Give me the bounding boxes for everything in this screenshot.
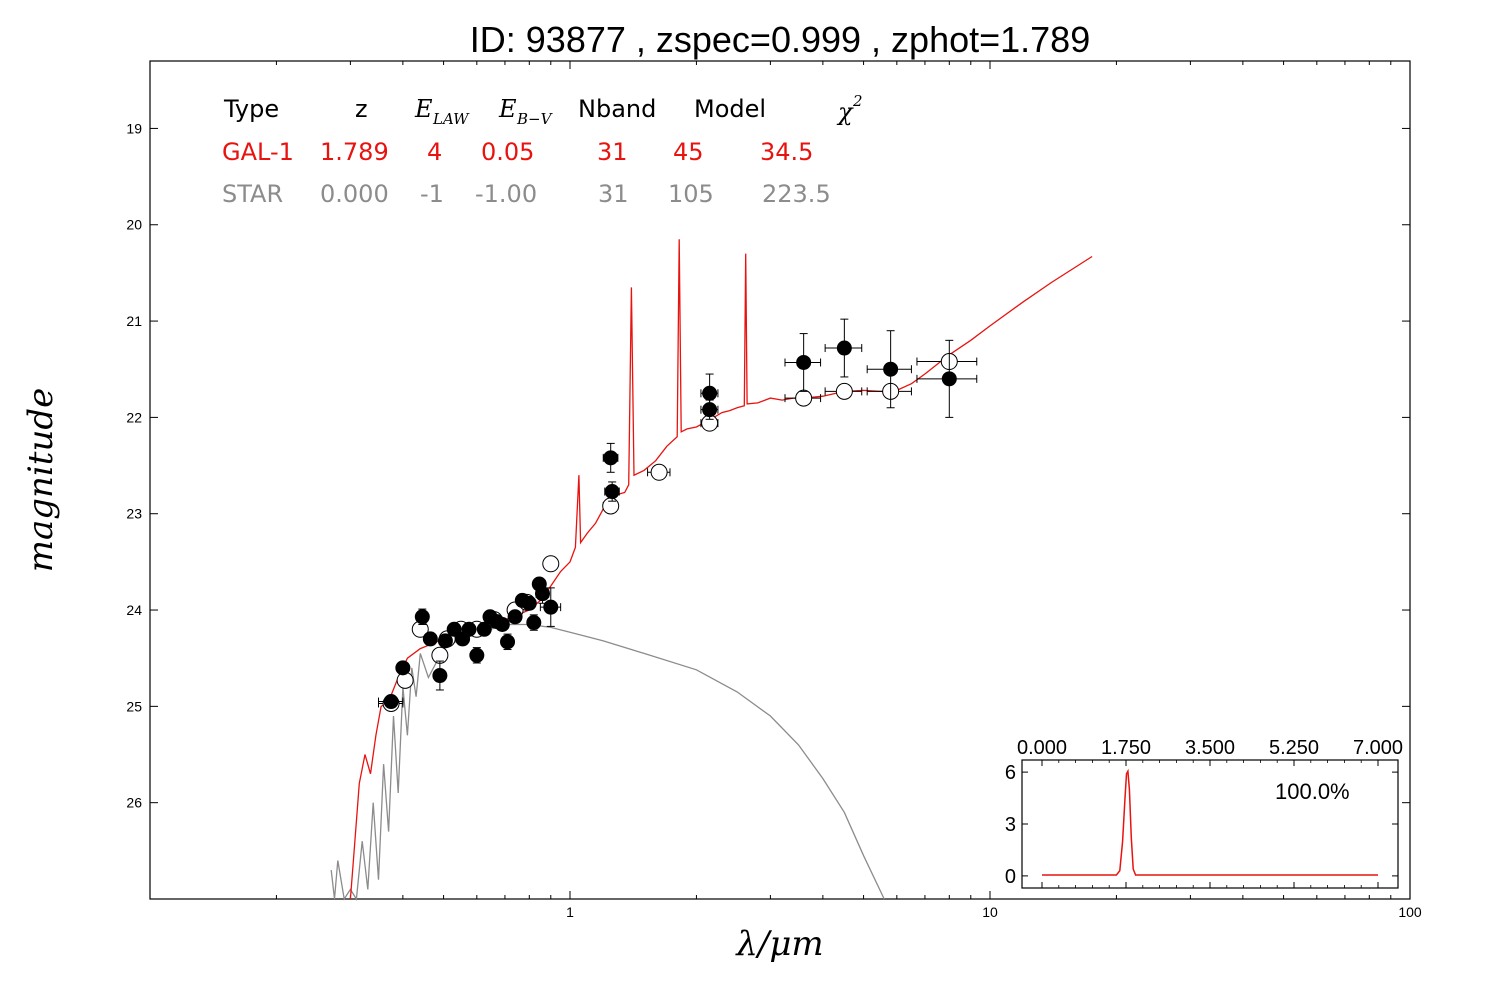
col-header-model: Model <box>694 95 766 123</box>
star-sed-line <box>330 623 885 901</box>
observed-point <box>494 616 510 632</box>
inset-x-tick-label: 3.500 <box>1185 737 1235 759</box>
svg-text:2: 2 <box>852 92 863 110</box>
gal-ebv: 0.05 <box>481 138 534 166</box>
pdz-line <box>1042 768 1378 876</box>
col-header-ebv: E B−V <box>498 95 554 128</box>
sed-curves <box>330 239 1093 901</box>
inset-x-tick-label: 0.000 <box>1017 737 1067 759</box>
observed-point <box>521 595 537 611</box>
fit-table: Type z E LAW E B−V Nband Model χ 2 GAL-1… <box>222 92 863 208</box>
photometry-points <box>378 318 978 712</box>
y-tick-label: 20 <box>126 217 142 233</box>
star-elaw: -1 <box>420 180 444 208</box>
x-axis-label: λ/μm <box>734 924 823 964</box>
model-point <box>542 555 560 573</box>
x-tick-label: 1 <box>566 904 574 920</box>
chart-title: ID: 93877 , zspec=0.999 , zphot=1.789 <box>470 19 1090 60</box>
inset-y-tick-label: 0 <box>1005 866 1016 888</box>
gal-nband: 31 <box>597 138 628 166</box>
x-ticks: 1 10 100 <box>275 61 1422 920</box>
observed-point <box>422 631 438 647</box>
y-tick-label: 21 <box>126 313 142 329</box>
observed-point <box>469 647 485 663</box>
svg-text:χ: χ <box>836 98 854 126</box>
star-z: 0.000 <box>320 180 389 208</box>
inset-frame <box>1021 759 1399 889</box>
y-tick-label: 25 <box>126 698 142 714</box>
model-point <box>602 497 620 515</box>
inset-x-tick-label: 5.250 <box>1269 737 1319 759</box>
plot-frame <box>149 60 1411 900</box>
model-point <box>650 463 668 481</box>
gal-type: GAL-1 <box>222 138 294 166</box>
observed-point <box>526 615 542 631</box>
observed-point <box>702 385 718 401</box>
observed-point <box>500 634 516 650</box>
star-type: STAR <box>222 180 283 208</box>
col-header-type: Type <box>223 95 279 123</box>
observed-point <box>446 621 462 637</box>
col-header-z: z <box>355 95 368 123</box>
gal-z: 1.789 <box>320 138 389 166</box>
gal-model: 45 <box>673 138 704 166</box>
observed-point <box>796 354 812 370</box>
svg-text:E: E <box>414 95 433 123</box>
observed-point <box>604 484 620 500</box>
y-axis-label: magnitude <box>21 388 61 573</box>
gal-elaw: 4 <box>427 138 442 166</box>
model-point <box>795 389 813 407</box>
observed-point <box>432 668 448 684</box>
observed-point <box>476 621 492 637</box>
inset-y-tick-label: 3 <box>1005 814 1016 836</box>
y-tick-label: 26 <box>126 795 142 811</box>
observed-point <box>836 340 852 356</box>
svg-text:E: E <box>498 95 517 123</box>
inset-curve <box>1042 768 1378 876</box>
observed-point <box>383 694 399 710</box>
observed-point <box>883 361 899 377</box>
pdz-inset: 0.000 1.750 3.500 5.250 7.000 6 3 0 100.0% <box>1005 737 1403 889</box>
star-nband: 31 <box>598 180 629 208</box>
svg-text:LAW: LAW <box>432 110 470 128</box>
inset-x-tick-label: 1.750 <box>1101 737 1151 759</box>
star-model: 105 <box>668 180 714 208</box>
model-point <box>835 382 853 400</box>
inset-y-tick-label: 6 <box>1005 762 1016 784</box>
y-tick-label: 24 <box>126 602 142 618</box>
observed-point <box>507 609 523 625</box>
observed-point <box>461 621 477 637</box>
galaxy-sed-line <box>349 239 1093 900</box>
inset-probability-label: 100.0% <box>1275 779 1350 804</box>
observed-point <box>437 633 453 649</box>
y-ticks: 19 20 21 22 23 24 25 26 <box>126 120 1410 811</box>
col-header-elaw: E LAW <box>414 95 470 128</box>
observed-point <box>702 402 718 418</box>
y-tick-label: 22 <box>126 409 142 425</box>
observed-point <box>395 660 411 676</box>
inset-x-tick-label: 7.000 <box>1353 737 1403 759</box>
svg-text:B−V: B−V <box>516 110 554 128</box>
y-tick-label: 23 <box>126 506 142 522</box>
observed-point <box>603 450 619 466</box>
star-ebv: -1.00 <box>475 180 537 208</box>
y-tick-label: 19 <box>126 120 142 136</box>
col-header-nband: Nband <box>578 95 656 123</box>
observed-point <box>534 586 550 602</box>
x-tick-label: 10 <box>982 904 998 920</box>
gal-chi2: 34.5 <box>760 138 813 166</box>
inset-ticks: 0.000 1.750 3.500 5.250 7.000 6 3 0 <box>1005 737 1403 888</box>
star-chi2: 223.5 <box>762 180 831 208</box>
col-header-chi2: χ 2 <box>836 92 863 126</box>
observed-point <box>414 609 430 625</box>
observed-point <box>543 599 559 615</box>
x-tick-label: 100 <box>1398 904 1422 920</box>
observed-point <box>941 371 957 387</box>
